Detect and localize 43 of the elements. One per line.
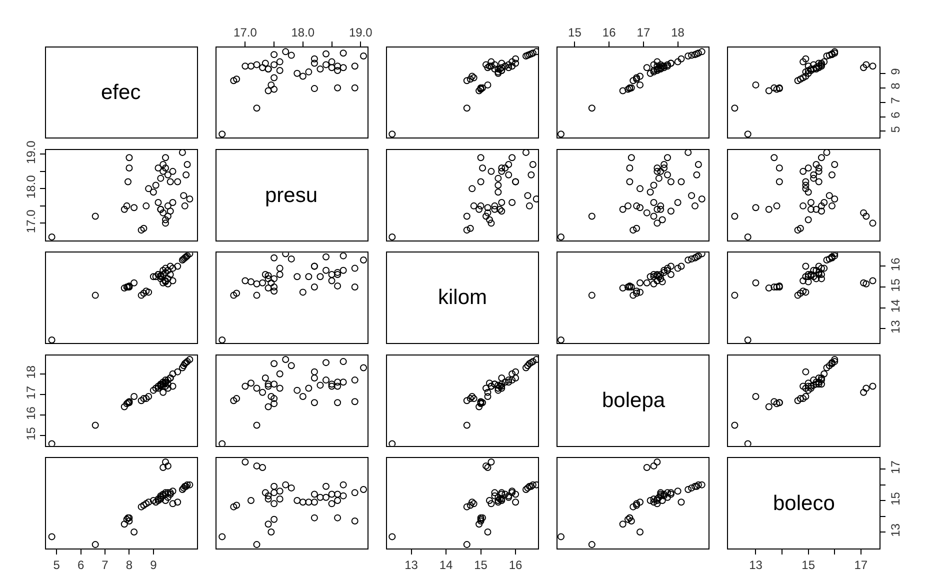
x-tick-label: 18	[671, 26, 685, 40]
y-tick-label: 17	[888, 460, 903, 474]
y-tick-label: 19.0	[24, 140, 38, 164]
text: efec	[101, 81, 141, 104]
y-tick-label: 7	[888, 96, 903, 104]
y-tick-label: 18.0	[24, 174, 38, 199]
y-tick-label: 15	[24, 426, 38, 440]
text: presu	[265, 184, 318, 207]
x-tick-label: 16	[508, 558, 523, 572]
y-tick-label: 14	[888, 298, 903, 313]
x-tick-label: 17	[636, 26, 650, 40]
x-tick-label: 7	[102, 558, 109, 572]
y-tick-label: 5	[888, 126, 903, 133]
y-tick-label: 16	[24, 406, 38, 420]
text: kilom	[438, 286, 488, 309]
y-tick-label: 17	[24, 386, 38, 400]
y-tick-label: 15	[888, 278, 903, 292]
y-tick-label: 13	[888, 523, 903, 537]
x-tick-label: 19.0	[348, 26, 373, 40]
x-tick-label: 17.0	[234, 26, 258, 40]
x-tick-label: 8	[126, 558, 133, 572]
x-tick-label: 16	[602, 26, 616, 40]
y-tick-label: 8	[888, 82, 903, 90]
x-tick-label: 18.0	[291, 26, 315, 40]
x-tick-label: 13	[749, 558, 763, 572]
x-tick-label: 15	[474, 558, 488, 572]
x-tick-label: 15	[568, 26, 582, 40]
x-tick-label: 9	[150, 558, 158, 572]
y-tick-label: 13	[888, 320, 903, 334]
x-tick-label: 6	[77, 558, 84, 572]
y-tick-label: 16	[888, 257, 903, 272]
y-tick-label: 9	[888, 68, 903, 75]
x-tick-label: 5	[53, 558, 60, 572]
x-tick-label: 15	[802, 558, 816, 572]
y-tick-label: 17.0	[24, 209, 38, 234]
y-tick-label: 18	[24, 365, 38, 379]
y-tick-label: 6	[888, 111, 903, 118]
y-tick-label: 15	[888, 492, 903, 506]
x-tick-label: 17	[854, 558, 868, 572]
x-tick-label: 13	[404, 558, 418, 572]
text: boleco	[773, 492, 835, 515]
x-tick-label: 14	[439, 558, 454, 572]
text: bolepa	[602, 389, 666, 412]
